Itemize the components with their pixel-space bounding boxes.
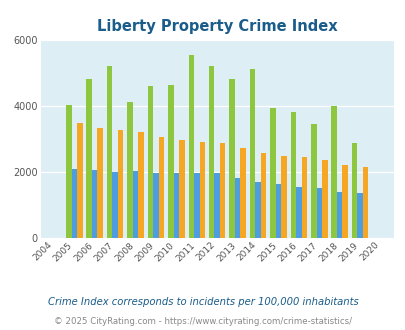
Bar bbox=[199, 142, 205, 238]
Bar bbox=[153, 173, 158, 238]
Bar bbox=[342, 165, 347, 238]
Bar bbox=[249, 69, 255, 238]
Bar bbox=[316, 188, 321, 238]
Bar bbox=[132, 171, 138, 238]
Bar bbox=[295, 187, 301, 238]
Bar bbox=[92, 170, 97, 238]
Bar bbox=[234, 178, 240, 238]
Bar bbox=[77, 123, 82, 238]
Bar bbox=[229, 79, 234, 238]
Bar bbox=[138, 132, 143, 238]
Bar bbox=[240, 148, 245, 238]
Bar bbox=[214, 173, 220, 238]
Bar bbox=[127, 102, 132, 238]
Bar bbox=[260, 153, 266, 238]
Bar bbox=[209, 66, 214, 238]
Bar bbox=[97, 128, 103, 238]
Bar bbox=[179, 140, 184, 238]
Title: Liberty Property Crime Index: Liberty Property Crime Index bbox=[97, 19, 337, 34]
Bar bbox=[158, 137, 164, 238]
Text: © 2025 CityRating.com - https://www.cityrating.com/crime-statistics/: © 2025 CityRating.com - https://www.city… bbox=[54, 317, 351, 326]
Bar bbox=[362, 167, 367, 238]
Bar bbox=[310, 124, 316, 238]
Bar bbox=[336, 192, 342, 238]
Bar bbox=[270, 108, 275, 238]
Bar bbox=[255, 182, 260, 238]
Bar bbox=[86, 79, 92, 238]
Bar bbox=[275, 184, 281, 238]
Bar bbox=[356, 193, 362, 238]
Bar bbox=[351, 143, 356, 238]
Bar bbox=[66, 105, 71, 238]
Bar bbox=[71, 169, 77, 238]
Bar bbox=[220, 143, 225, 238]
Bar bbox=[321, 160, 327, 238]
Bar bbox=[107, 66, 112, 238]
Bar bbox=[112, 172, 117, 238]
Bar bbox=[330, 106, 336, 238]
Bar bbox=[168, 85, 173, 238]
Bar bbox=[188, 55, 194, 238]
Bar bbox=[301, 157, 307, 238]
Bar bbox=[173, 173, 179, 238]
Bar bbox=[117, 130, 123, 238]
Bar bbox=[194, 173, 199, 238]
Bar bbox=[290, 112, 295, 238]
Bar bbox=[281, 156, 286, 238]
Text: Crime Index corresponds to incidents per 100,000 inhabitants: Crime Index corresponds to incidents per… bbox=[47, 297, 358, 307]
Bar bbox=[147, 86, 153, 238]
